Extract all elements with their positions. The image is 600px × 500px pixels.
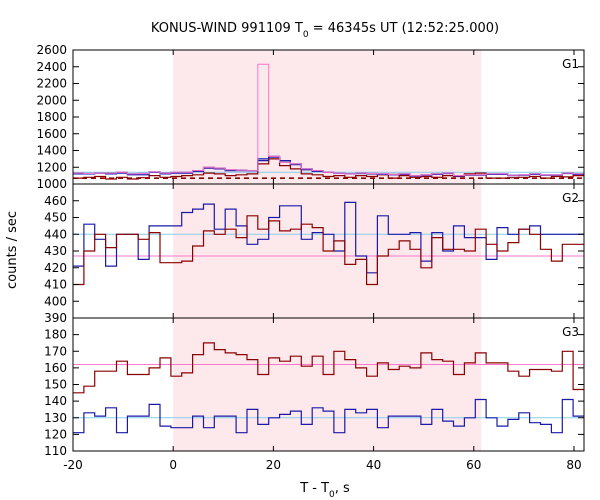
y-tick-label: 400 xyxy=(44,294,67,308)
x-tick-label: -20 xyxy=(63,458,83,472)
y-tick-label: 460 xyxy=(44,194,67,208)
x-axis-label-suffix: , s xyxy=(335,481,350,496)
x-axis-label: T - T0, s xyxy=(299,481,350,500)
y-tick-label: 2200 xyxy=(36,77,67,91)
y-tick-label: 110 xyxy=(44,444,67,458)
x-tick-label: 60 xyxy=(466,458,481,472)
chart-title: KONUS-WIND 991109 T0 = 46345s UT (12:52:… xyxy=(151,21,499,40)
x-tick-label: 80 xyxy=(566,458,581,472)
series-1-histogram xyxy=(73,342,584,394)
y-tick-label: 390 xyxy=(44,311,67,325)
y-tick-label: 130 xyxy=(44,411,67,425)
y-tick-label: 170 xyxy=(44,344,67,358)
y-tick-label: 120 xyxy=(44,427,67,441)
series-1-histogram xyxy=(73,215,584,286)
x-tick-label: 20 xyxy=(266,458,281,472)
y-axis-label: counts / sec xyxy=(5,211,20,289)
y-tick-label: 140 xyxy=(44,394,67,408)
series-3-histogram xyxy=(73,63,584,177)
y-tick-label: 2400 xyxy=(36,60,67,74)
series-0-histogram xyxy=(73,398,584,434)
x-tick-label: 0 xyxy=(169,458,177,472)
y-tick-label: 180 xyxy=(44,328,67,342)
trigger-interval-shade xyxy=(173,50,482,184)
chart-title-subscript: 0 xyxy=(303,30,309,40)
series-1-histogram xyxy=(73,158,584,180)
panel-label: G2 xyxy=(562,191,579,205)
panels: 100012001400160018002000220024002600G139… xyxy=(36,43,585,472)
y-tick-label: 430 xyxy=(44,244,67,258)
y-tick-label: 1600 xyxy=(36,127,67,141)
x-axis-label-subscript: 0 xyxy=(329,490,335,500)
panel-g3: 110 120 130 140 150 160 170 180 G3 xyxy=(44,317,585,458)
panel-g2: 390 400 410 420 430 440 450 460 G2 xyxy=(44,183,585,325)
y-tick-label: 2000 xyxy=(36,93,67,107)
chart-title-suffix: = 46345s UT (12:52:25.000) xyxy=(309,21,499,36)
y-tick-label: 1000 xyxy=(36,177,67,191)
x-axis-label-prefix: T - T xyxy=(299,481,329,496)
y-tick-label: 1400 xyxy=(36,144,67,158)
panel-g1: 1000 1200 1400 1600 1800 2000 2200 2400 2600 G1 xyxy=(36,43,585,191)
y-tick-label: 1800 xyxy=(36,110,67,124)
y-tick-label: 420 xyxy=(44,261,67,275)
panel-label: G3 xyxy=(562,325,579,339)
chart-title-prefix: KONUS-WIND 991109 T xyxy=(151,21,303,36)
trigger-interval-shade xyxy=(173,318,482,451)
panel-label: G1 xyxy=(562,57,579,71)
y-tick-label: 440 xyxy=(44,227,67,241)
y-tick-label: 450 xyxy=(44,211,67,225)
y-tick-label: 410 xyxy=(44,278,67,292)
x-tick-label: 40 xyxy=(366,458,381,472)
y-tick-label: 1200 xyxy=(36,160,67,174)
y-tick-label: 160 xyxy=(44,361,67,375)
y-tick-label: 2600 xyxy=(36,43,67,57)
y-tick-label: 150 xyxy=(44,378,67,392)
